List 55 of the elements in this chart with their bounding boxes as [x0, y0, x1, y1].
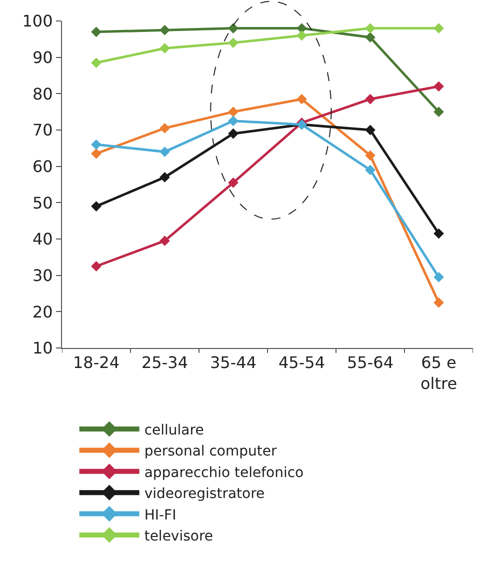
- x-tick-label: 65 e oltre: [420, 353, 458, 393]
- y-tick-label: 80: [32, 84, 53, 104]
- y-tick-label: 40: [32, 230, 53, 249]
- x-tick-label: 35-44: [210, 353, 256, 372]
- point: [296, 23, 307, 34]
- legend-label: cellulare: [144, 422, 204, 438]
- point: [365, 94, 376, 104]
- point: [91, 201, 102, 212]
- point: [296, 94, 307, 104]
- point: [160, 172, 170, 182]
- x-tick-label: 45-54: [278, 353, 325, 372]
- y-tick-label: 60: [32, 156, 53, 176]
- point: [160, 24, 170, 36]
- point: [228, 106, 238, 118]
- point: [434, 81, 444, 92]
- legend-label: apparecchio telefonico: [144, 464, 304, 481]
- legend-label: televisore: [144, 528, 214, 544]
- x-tick-label: 25-34: [142, 353, 188, 372]
- point: [160, 236, 170, 246]
- point: [160, 43, 170, 54]
- point: [228, 128, 238, 139]
- point: [434, 297, 444, 308]
- x-tick-label: 18-24: [73, 353, 120, 372]
- point: [434, 228, 444, 239]
- point: [91, 26, 102, 38]
- y-tick-label: 20: [32, 302, 53, 322]
- point: [91, 261, 102, 272]
- point: [91, 58, 102, 68]
- point: [91, 148, 102, 159]
- point: [160, 122, 170, 134]
- point: [228, 177, 238, 188]
- point: [160, 146, 170, 157]
- y-tick-label: 90: [32, 48, 53, 67]
- y-tick-label: 10: [32, 338, 53, 358]
- x-tick-label: 55-64: [347, 353, 394, 372]
- point: [434, 106, 444, 118]
- point: [434, 23, 444, 34]
- point: [228, 23, 238, 34]
- y-tick-label: 100: [22, 12, 53, 31]
- point: [365, 164, 376, 176]
- point: [365, 32, 376, 43]
- point: [365, 23, 376, 34]
- legend-label: HI-FI: [144, 507, 176, 524]
- y-tick-label: 70: [32, 120, 53, 140]
- point: [296, 30, 307, 41]
- legend-label: videoregistratore: [144, 486, 265, 502]
- point: [365, 150, 376, 161]
- point: [434, 272, 444, 282]
- y-tick-label: 50: [32, 193, 53, 212]
- y-tick-label: 30: [32, 266, 53, 285]
- point: [228, 116, 238, 126]
- point: [365, 124, 376, 136]
- legend-label: personal computer: [144, 444, 277, 460]
- point: [91, 139, 102, 150]
- point: [228, 38, 238, 48]
